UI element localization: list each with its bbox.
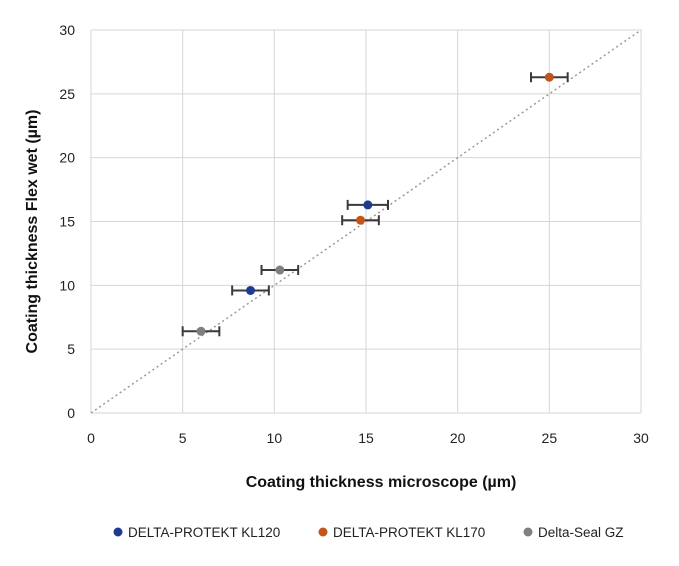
y-tick-label: 15 (59, 214, 75, 230)
data-point (196, 326, 206, 336)
tick-labels: 0 5 10 15 20 25 30 0 5 10 15 20 25 30 (59, 22, 649, 446)
x-tick-label: 5 (179, 430, 187, 446)
x-tick-label: 25 (542, 430, 558, 446)
y-axis-title: Coating thickness Flex wet (µm) (24, 110, 41, 354)
data-point (544, 72, 554, 82)
data-point (246, 285, 255, 295)
x-tick-label: 20 (450, 430, 466, 446)
legend: DELTA-PROTEKT KL120 DELTA-PROTEKT KL170 De… (113, 525, 624, 540)
legend-item: Delta-Seal GZ (523, 525, 624, 540)
legend-label: DELTA-PROTEKT KL170 (333, 525, 485, 540)
reference-line (90, 29, 642, 414)
y-tick-label: 5 (67, 341, 75, 357)
y-tick-label: 10 (59, 277, 75, 293)
x-axis-title: Coating thickness microscope (µm) (246, 474, 517, 491)
x-tick-label: 0 (87, 430, 95, 446)
legend-marker (318, 527, 328, 537)
grid (90, 29, 642, 414)
x-tick-label: 30 (633, 430, 649, 446)
data-points (181, 72, 569, 337)
y-tick-label: 0 (67, 405, 75, 421)
legend-label: Delta-Seal GZ (538, 525, 624, 540)
legend-label: DELTA-PROTEKT KL120 (128, 525, 280, 540)
legend-item: DELTA-PROTEKT KL120 (113, 525, 280, 540)
legend-item: DELTA-PROTEKT KL170 (318, 525, 485, 540)
data-point (363, 200, 373, 210)
y-tick-label: 20 (59, 150, 75, 166)
x-tick-label: 10 (267, 430, 283, 446)
y-tick-label: 25 (59, 86, 75, 102)
data-point (356, 215, 365, 225)
data-point (275, 265, 285, 275)
legend-marker (113, 527, 123, 537)
x-tick-label: 15 (358, 430, 374, 446)
reference-line-layer (90, 29, 642, 414)
y-tick-label: 30 (59, 22, 75, 38)
legend-marker (523, 527, 533, 537)
